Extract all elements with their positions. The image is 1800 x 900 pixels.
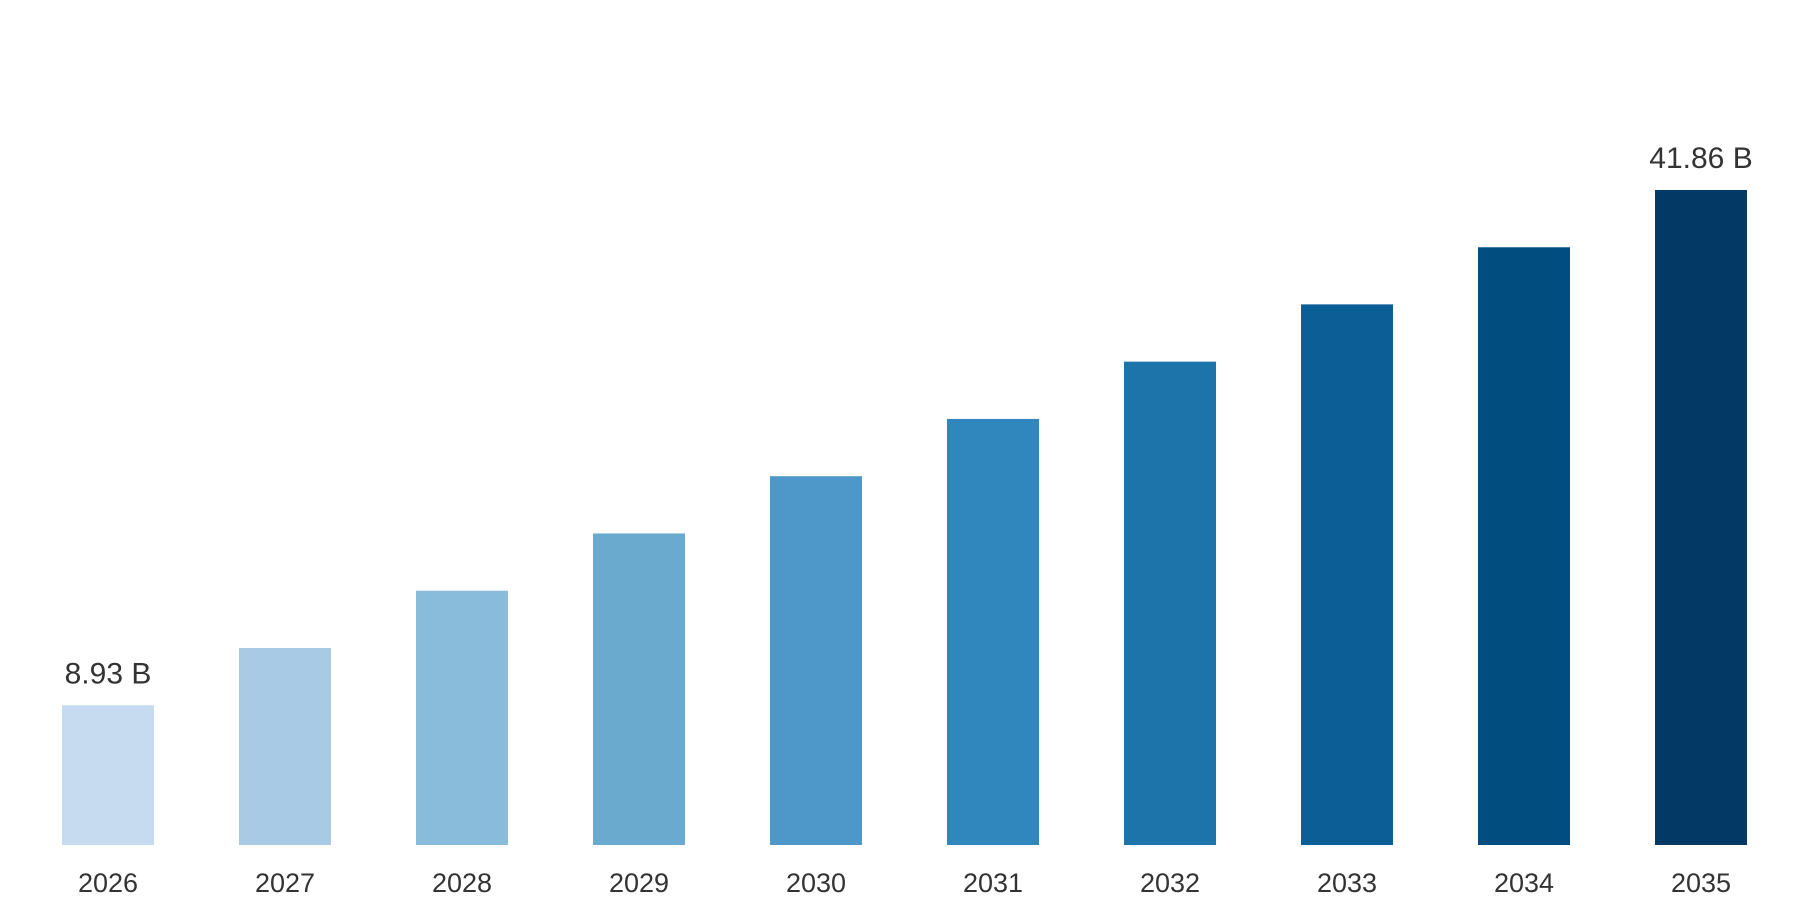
- bar-2033: [1301, 304, 1393, 846]
- bar-2027: [239, 647, 331, 845]
- bar-2032: [1124, 361, 1216, 845]
- x-tick-label-2034: 2034: [1494, 868, 1554, 898]
- bars: [62, 190, 1747, 846]
- bar-value-labels: 8.93 B 41.86 B: [65, 142, 1753, 690]
- bar-value-label-2026: 8.93 B: [65, 657, 152, 690]
- x-tick-label-2031: 2031: [963, 868, 1023, 898]
- bar-2028: [416, 590, 508, 845]
- x-tick-label-2026: 2026: [78, 868, 138, 898]
- bar-2030: [770, 476, 862, 845]
- x-tick-label-2032: 2032: [1140, 868, 1200, 898]
- bar-2031: [947, 418, 1039, 845]
- x-tick-label-2027: 2027: [255, 868, 315, 898]
- bar-2029: [593, 533, 685, 845]
- x-tick-label-2035: 2035: [1671, 868, 1731, 898]
- bar-2034: [1478, 247, 1570, 845]
- x-tick-label-2028: 2028: [432, 868, 492, 898]
- bar-2035: [1655, 190, 1747, 845]
- bar-2026: [62, 705, 154, 845]
- bar-value-label-2035: 41.86 B: [1649, 142, 1752, 175]
- x-tick-label-2029: 2029: [609, 868, 669, 898]
- x-tick-label-2033: 2033: [1317, 868, 1377, 898]
- x-tick-label-2030: 2030: [786, 868, 846, 898]
- x-axis-tick-labels: 2026 2027 2028 2029 2030 2031 2032 2033 2034 2035: [78, 868, 1731, 898]
